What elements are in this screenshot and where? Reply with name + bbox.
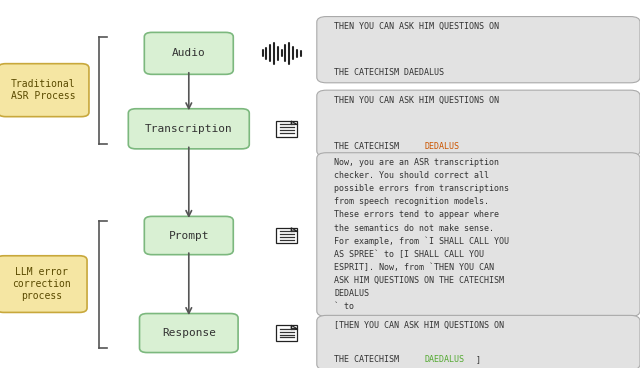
Text: THEN YOU CAN ASK HIM QUESTIONS ON: THEN YOU CAN ASK HIM QUESTIONS ON xyxy=(334,96,499,105)
Text: DAEDALUS: DAEDALUS xyxy=(424,355,465,364)
FancyBboxPatch shape xyxy=(145,216,234,255)
Text: from speech recognition models.: from speech recognition models. xyxy=(334,197,489,206)
Text: THE CATECHISM DAEDALUS: THE CATECHISM DAEDALUS xyxy=(334,68,444,77)
Text: Transcription: Transcription xyxy=(145,124,233,134)
FancyBboxPatch shape xyxy=(145,32,234,74)
Text: the semantics do not make sense.: the semantics do not make sense. xyxy=(334,223,494,233)
Text: Traditional
ASR Process: Traditional ASR Process xyxy=(12,79,76,101)
FancyBboxPatch shape xyxy=(140,314,238,353)
Text: Response: Response xyxy=(162,328,216,338)
Text: Prompt: Prompt xyxy=(168,230,209,241)
Text: AS SPREE` to [I SHALL CALL YOU: AS SPREE` to [I SHALL CALL YOU xyxy=(334,250,484,259)
Polygon shape xyxy=(291,121,297,124)
Text: ` to: ` to xyxy=(334,302,354,311)
Text: THE CATECHISM: THE CATECHISM xyxy=(334,355,404,364)
Text: For example, from `I SHALL CALL YOU: For example, from `I SHALL CALL YOU xyxy=(334,236,509,246)
FancyBboxPatch shape xyxy=(317,315,640,368)
FancyBboxPatch shape xyxy=(317,17,640,83)
Text: possible errors from transcriptions: possible errors from transcriptions xyxy=(334,184,509,193)
Text: These errors tend to appear where: These errors tend to appear where xyxy=(334,210,499,219)
Polygon shape xyxy=(291,228,297,231)
FancyBboxPatch shape xyxy=(0,256,87,312)
Text: Audio: Audio xyxy=(172,48,205,59)
Text: THEN YOU CAN ASK HIM QUESTIONS ON: THEN YOU CAN ASK HIM QUESTIONS ON xyxy=(334,22,499,31)
Text: ESPRIT]. Now, from `THEN YOU CAN: ESPRIT]. Now, from `THEN YOU CAN xyxy=(334,263,494,272)
FancyBboxPatch shape xyxy=(317,90,640,156)
Text: ASK HIM QUESTIONS ON THE CATECHISM: ASK HIM QUESTIONS ON THE CATECHISM xyxy=(334,276,504,285)
FancyBboxPatch shape xyxy=(128,109,249,149)
Text: checker. You should correct all: checker. You should correct all xyxy=(334,171,489,180)
Text: ]: ] xyxy=(476,355,481,364)
FancyBboxPatch shape xyxy=(276,228,297,243)
Text: THE CATECHISM: THE CATECHISM xyxy=(334,142,404,151)
Text: DEDALUS: DEDALUS xyxy=(334,289,369,298)
Text: DEDALUS: DEDALUS xyxy=(424,142,460,151)
FancyBboxPatch shape xyxy=(276,325,297,341)
Text: [THEN YOU CAN ASK HIM QUESTIONS ON: [THEN YOU CAN ASK HIM QUESTIONS ON xyxy=(334,321,504,330)
FancyBboxPatch shape xyxy=(0,64,89,117)
FancyBboxPatch shape xyxy=(276,121,297,137)
Text: Now, you are an ASR transcription: Now, you are an ASR transcription xyxy=(334,158,499,167)
Text: LLM error
correction
process: LLM error correction process xyxy=(12,268,71,301)
Polygon shape xyxy=(291,325,297,329)
FancyBboxPatch shape xyxy=(317,153,640,316)
